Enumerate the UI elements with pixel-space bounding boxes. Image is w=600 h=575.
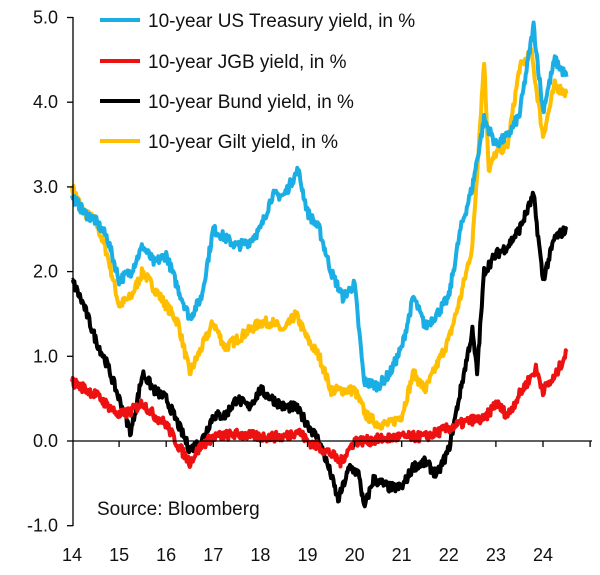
- x-tick-label: 21: [392, 545, 412, 565]
- source-annotation: Source: Bloomberg: [97, 499, 260, 520]
- legend-label: 10-year US Treasury yield, in %: [148, 11, 415, 32]
- x-tick-label: 18: [250, 545, 270, 565]
- series-line: [70, 46, 569, 431]
- x-tick-label: 23: [486, 545, 506, 565]
- y-tick-label: 5.0: [33, 8, 58, 28]
- x-tick-label: 22: [439, 545, 459, 565]
- series-lines: [70, 20, 569, 509]
- legend: 10-year US Treasury yield, in % 10-year J…: [100, 11, 415, 153]
- legend-label: 10-year Bund yield, in %: [148, 92, 354, 113]
- series-line: [70, 20, 569, 393]
- y-tick-label: 0.0: [33, 431, 58, 451]
- y-tick-label: 1.0: [33, 346, 58, 366]
- x-tick-label: 20: [345, 545, 365, 565]
- x-tick-label: 17: [203, 545, 223, 565]
- x-tick-label: 24: [533, 545, 553, 565]
- legend-label: 10-year JGB yield, in %: [148, 52, 347, 73]
- y-tick-label: -1.0: [27, 516, 58, 536]
- x-ticks: 14 15 16 17 18 19 20 21 22 23 24: [62, 441, 591, 565]
- series-line: [70, 348, 569, 469]
- y-tick-label: 2.0: [33, 262, 58, 282]
- y-tick-label: 3.0: [33, 177, 58, 197]
- x-tick-label: 19: [297, 545, 317, 565]
- legend-label: 10-year Gilt yield, in %: [148, 132, 338, 153]
- y-tick-label: 4.0: [33, 92, 58, 112]
- x-tick-label: 16: [156, 545, 176, 565]
- x-tick-label: 14: [62, 545, 82, 565]
- x-tick-label: 15: [109, 545, 129, 565]
- y-ticks: -1.0 0.0 1.0 2.0 3.0 4.0 5.0: [27, 8, 73, 536]
